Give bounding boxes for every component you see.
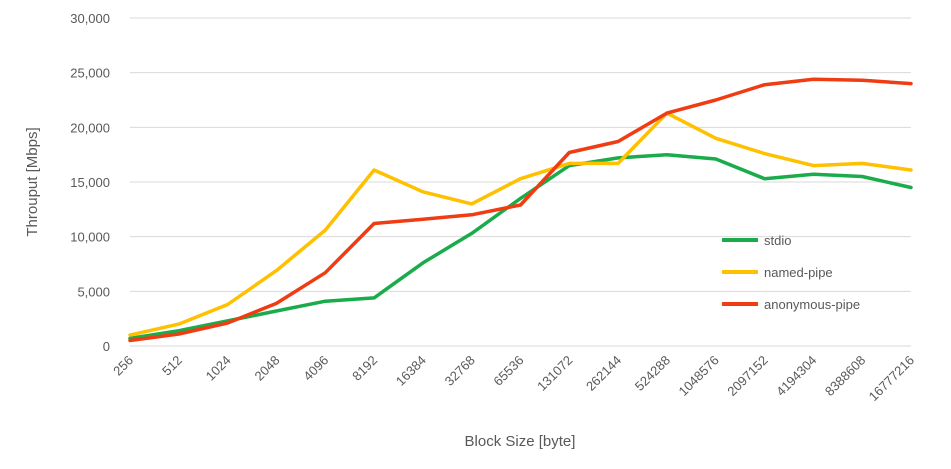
series-line-stdio <box>128 152 913 341</box>
x-tick-label: 256 <box>110 353 136 379</box>
gridlines <box>130 17 911 347</box>
y-tick-label: 10,000 <box>70 230 110 245</box>
x-tick-label: 8388608 <box>822 353 868 399</box>
x-tick-label: 262144 <box>583 353 624 394</box>
y-tick-label: 30,000 <box>70 11 110 26</box>
y-tick-label: 20,000 <box>70 120 110 135</box>
series-line-named-pipe <box>128 111 913 337</box>
x-tick-label: 4194304 <box>773 353 819 399</box>
y-tick-label: 25,000 <box>70 66 110 81</box>
y-tick-label: 15,000 <box>70 175 110 190</box>
legend-label-anonymous-pipe: anonymous-pipe <box>764 297 860 312</box>
x-tick-label: 16384 <box>393 353 429 389</box>
x-tick-label: 4096 <box>300 353 331 384</box>
x-tick-label: 1048576 <box>675 353 721 399</box>
legend-label-named-pipe: named-pipe <box>764 265 833 280</box>
x-tick-label: 65536 <box>490 353 526 389</box>
x-tick-label: 2048 <box>252 353 283 384</box>
y-axis-ticks: 0 5,000 10,000 15,000 20,000 25,000 30,000 <box>70 11 110 354</box>
x-tick-label: 1024 <box>203 353 234 384</box>
y-axis-title: Throuput [Mbps] <box>24 127 41 236</box>
x-axis-ticks: 256 512 1024 2048 4096 8192 16384 32768 65536 131… <box>110 353 917 405</box>
series-line-anonymous-pipe <box>128 77 913 343</box>
legend-label-stdio: stdio <box>764 233 791 248</box>
y-tick-label: 5,000 <box>77 284 110 299</box>
x-tick-label: 16777216 <box>866 353 918 405</box>
y-tick-label: 0 <box>103 339 110 354</box>
x-axis-title: Block Size [byte] <box>465 433 576 450</box>
x-tick-label: 524288 <box>632 353 673 394</box>
x-tick-label: 2097152 <box>724 353 770 399</box>
x-tick-label: 131072 <box>534 353 575 394</box>
x-tick-label: 32768 <box>442 353 478 389</box>
x-tick-label: 8192 <box>349 353 380 384</box>
legend: stdio named-pipe anonymous-pipe <box>722 233 860 312</box>
series-lines <box>128 77 913 343</box>
x-tick-label: 512 <box>159 353 185 379</box>
